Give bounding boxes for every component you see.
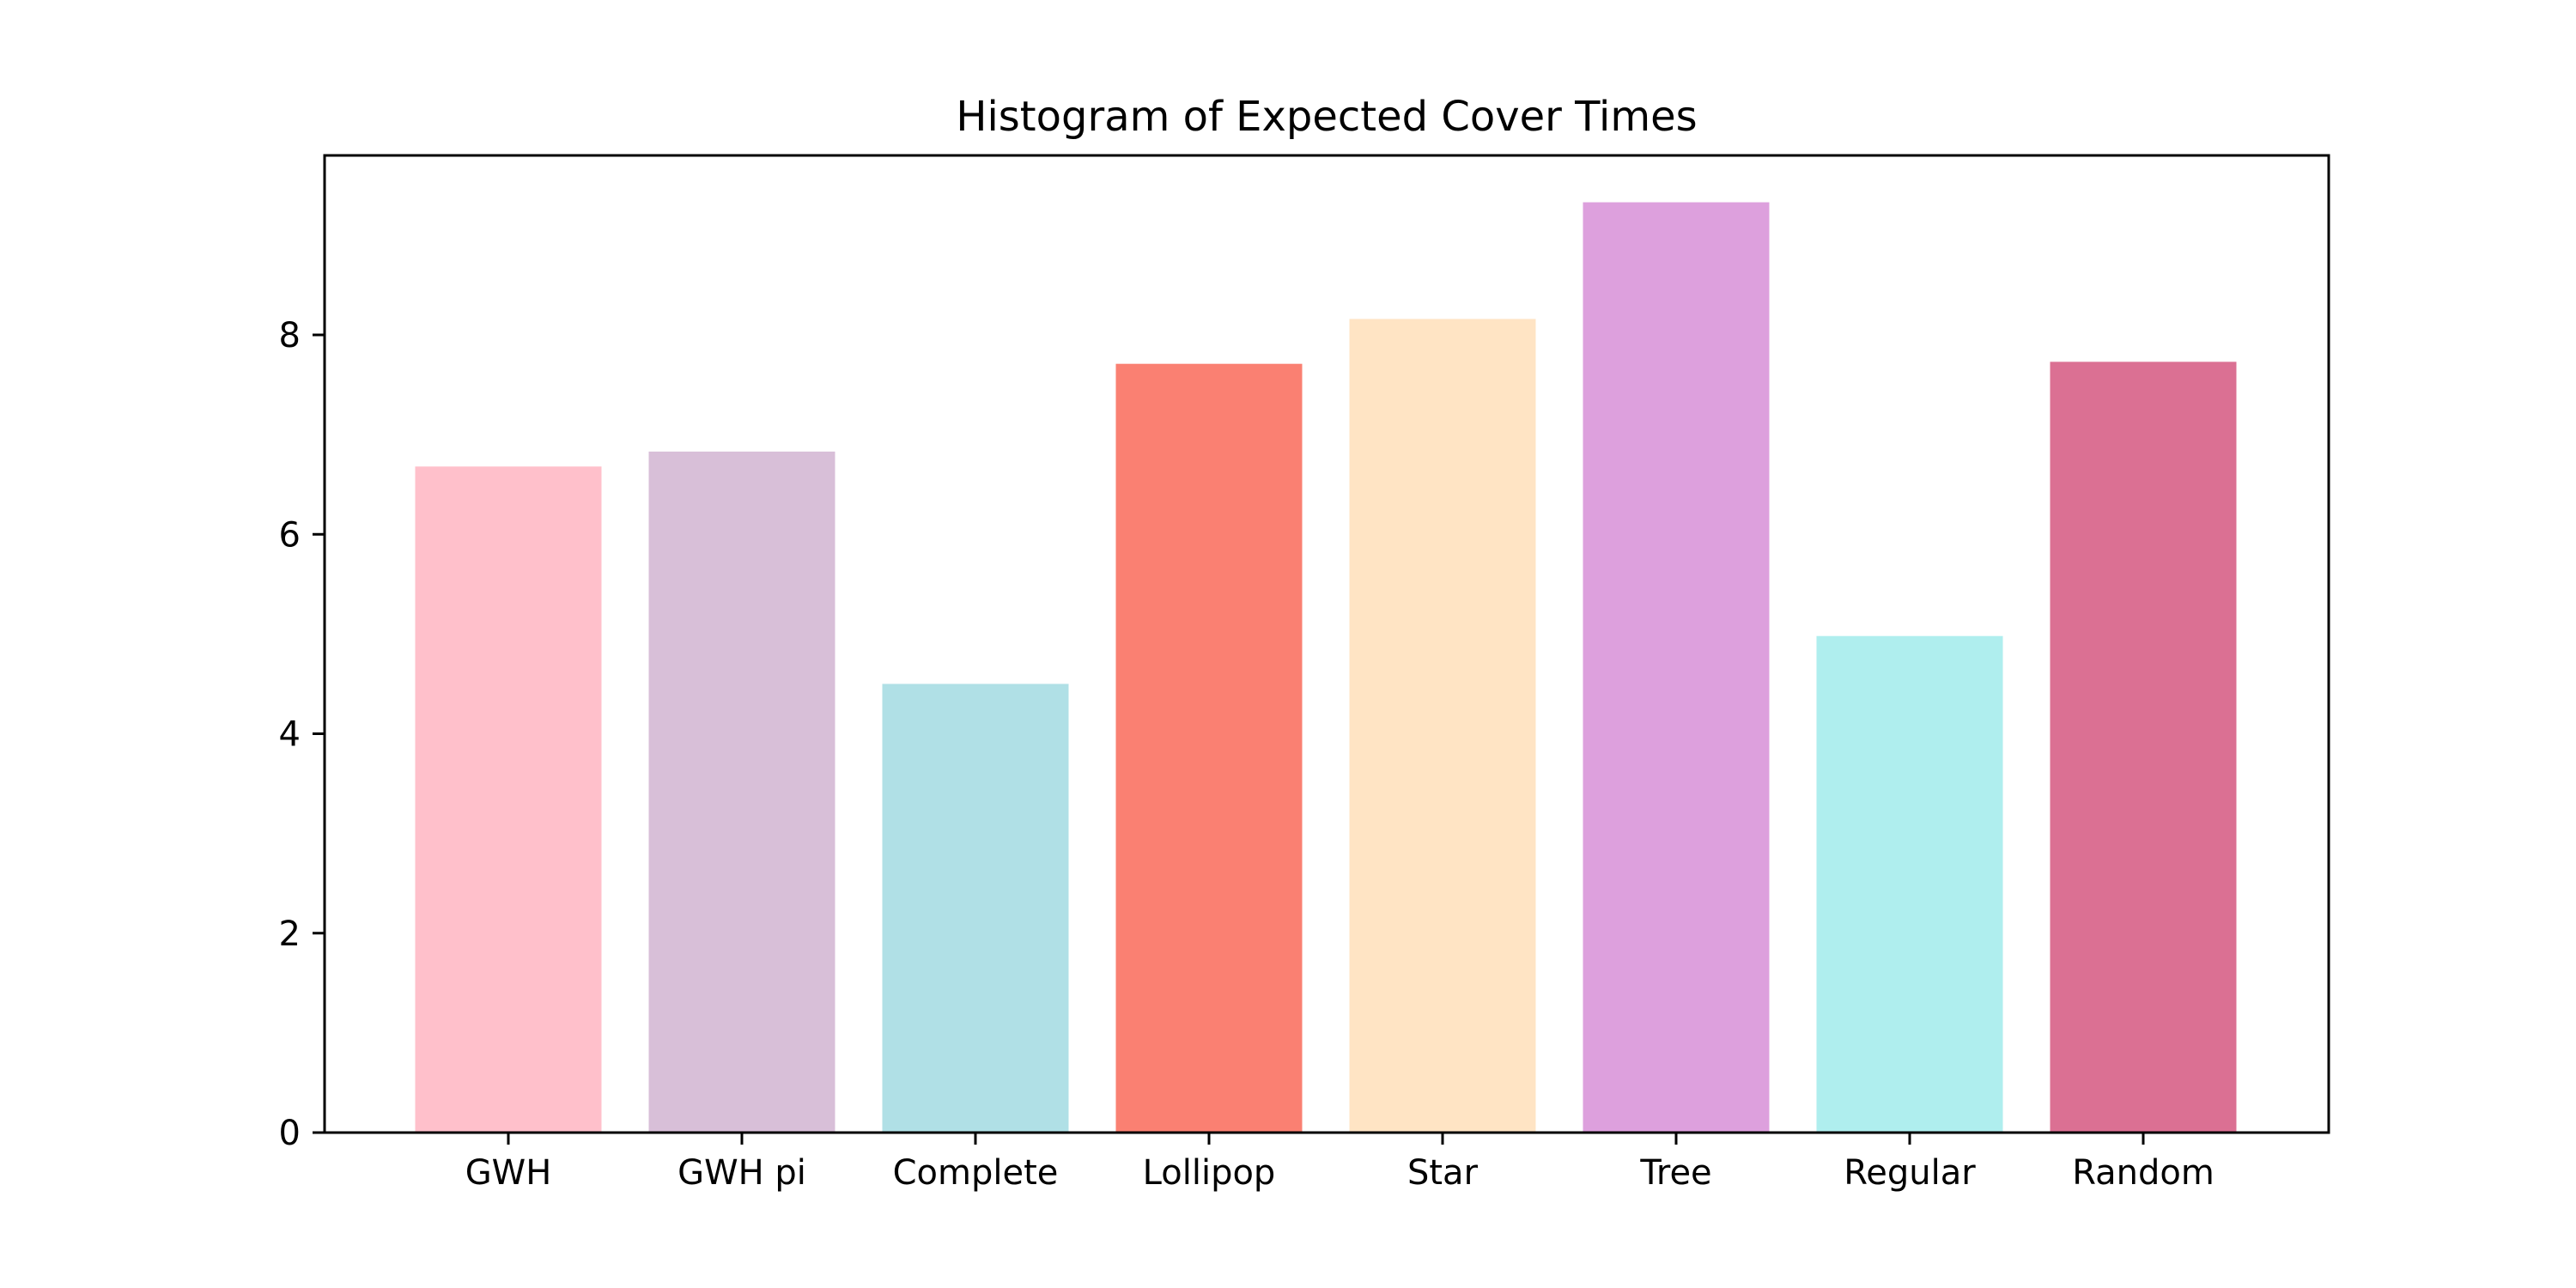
x-tick-label-complete: Complete (893, 1153, 1059, 1193)
y-tick-label-2: 2 (279, 914, 301, 954)
x-tick-label-random: Random (2072, 1153, 2215, 1193)
bars-layer (415, 202, 2237, 1133)
bar-lollipop (1115, 363, 1303, 1133)
x-axis: GWH GWH pi Complete Lollipop Star Tree Regular… (465, 1133, 2215, 1193)
y-tick-label-0: 0 (279, 1114, 301, 1153)
y-tick-label-6: 6 (279, 515, 301, 555)
x-tick-label-star: Star (1407, 1153, 1479, 1193)
bar-tree (1583, 202, 1770, 1133)
chart-title: Histogram of Expected Cover Times (956, 93, 1697, 141)
bar-star (1349, 319, 1536, 1133)
bar-gwh-pi (648, 451, 835, 1133)
y-tick-label-4: 4 (279, 715, 301, 755)
y-tick-label-8: 8 (279, 316, 301, 355)
x-tick-label-gwh: GWH (465, 1153, 552, 1193)
x-tick-label-gwh-pi: GWH pi (677, 1153, 806, 1193)
bar-regular (1816, 635, 2003, 1133)
bar-complete (882, 683, 1069, 1133)
plot-frame (323, 154, 2330, 1134)
x-tick-label-tree: Tree (1639, 1153, 1711, 1193)
bar-gwh (415, 466, 602, 1133)
y-axis: 0 2 4 6 8 (279, 316, 325, 1153)
x-tick-label-regular: Regular (1844, 1153, 1976, 1193)
x-tick-label-lollipop: Lollipop (1143, 1153, 1276, 1193)
bar-random (2050, 361, 2237, 1133)
